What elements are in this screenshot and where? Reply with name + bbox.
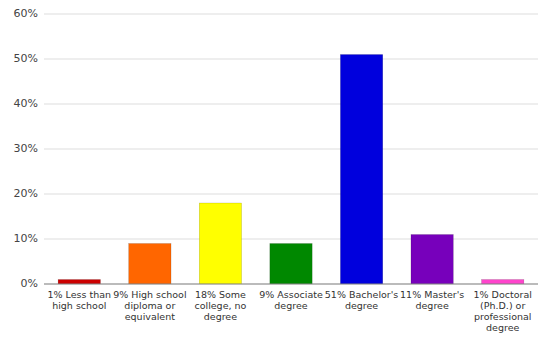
x-tick-label-line: 18% Some [195, 289, 246, 300]
x-tick-label-line: 1% Doctoral [474, 289, 532, 300]
grid-line [44, 239, 538, 240]
y-tick-label: 60% [14, 7, 38, 20]
y-axis: 0% 10% 20% 30% 40% 50% 60% [14, 7, 38, 290]
y-tick-label: 0% [21, 277, 38, 290]
x-tick-label: 9% High schooldiploma orequivalent [113, 289, 186, 322]
grid-line [44, 59, 538, 60]
grid-line [44, 149, 538, 150]
x-tick-label-line: degree [274, 300, 307, 311]
x-tick-label: 11% Master'sdegree [400, 289, 464, 311]
y-tick-label: 10% [14, 232, 38, 245]
x-tick-label: 51% Bachelor'sdegree [325, 289, 399, 311]
bars [58, 55, 524, 285]
x-tick-label-line: 51% Bachelor's [325, 289, 399, 300]
x-tick-label-line: degree [204, 311, 237, 322]
grid [44, 14, 538, 284]
x-tick-label-line: 9% High school [113, 289, 186, 300]
y-tick-label: 20% [14, 187, 38, 200]
bar [340, 55, 382, 285]
x-tick-label-line: degree [415, 300, 448, 311]
bar [411, 235, 453, 285]
bar [129, 244, 171, 285]
bar [482, 280, 524, 285]
x-tick-label-line: 1% Less than [47, 289, 111, 300]
x-tick-label-line: college, no [194, 300, 246, 311]
x-tick-label: 9% Associatedegree [259, 289, 323, 311]
y-tick-label: 40% [14, 97, 38, 110]
grid-line [44, 104, 538, 105]
x-tick-label-line: 11% Master's [400, 289, 464, 300]
chart-container: 0% 10% 20% 30% 40% 50% 60% 1% Less thanhigh sch… [0, 0, 550, 350]
grid-line [44, 14, 538, 15]
bar [199, 203, 241, 284]
x-tick-label: 1% Doctoral(Ph.D.) orprofessionaldegree [474, 289, 532, 333]
x-axis: 1% Less thanhigh school9% High schooldip… [44, 284, 538, 333]
x-tick-label-line: 9% Associate [259, 289, 323, 300]
x-tick-label-line: degree [345, 300, 378, 311]
x-axis-line [44, 284, 538, 285]
x-tick-label: 1% Less thanhigh school [47, 289, 111, 311]
bar [58, 280, 100, 285]
x-tick-label-line: (Ph.D.) or [480, 300, 525, 311]
x-tick-label-line: diploma or [124, 300, 175, 311]
x-tick-label-line: degree [486, 322, 519, 333]
grid-line [44, 194, 538, 195]
grid-line [44, 284, 538, 285]
chart-svg: 0% 10% 20% 30% 40% 50% 60% 1% Less thanhigh sch… [0, 0, 550, 350]
x-tick-label-line: high school [52, 300, 106, 311]
bar [270, 244, 312, 285]
x-tick-label-line: professional [474, 311, 532, 322]
y-tick-label: 50% [14, 52, 38, 65]
x-tick-label-line: equivalent [125, 311, 175, 322]
x-tick-label: 18% Somecollege, nodegree [194, 289, 246, 322]
y-tick-label: 30% [14, 142, 38, 155]
